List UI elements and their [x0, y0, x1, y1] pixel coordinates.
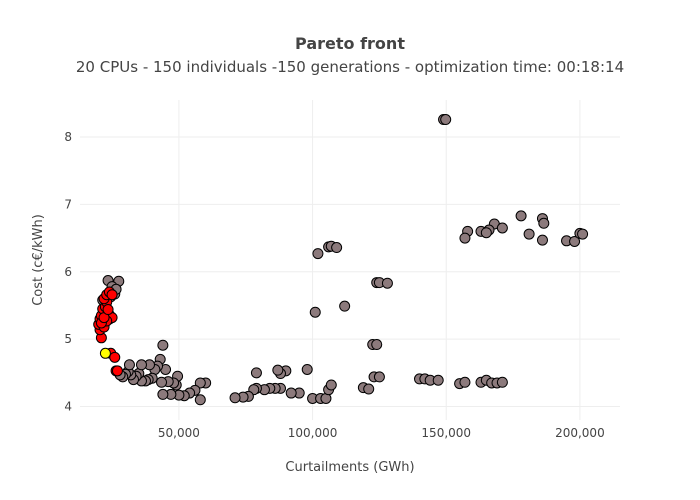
data-point-series-1: [459, 232, 471, 244]
data-point-series-1: [194, 394, 206, 406]
data-point-series-1: [363, 383, 375, 395]
data-point-series-2: [106, 289, 118, 301]
y-tick-label: 5: [64, 332, 72, 346]
data-point-series-1: [496, 376, 508, 388]
x-tick-label: 50,000: [158, 426, 200, 440]
data-point-series-1: [536, 234, 548, 246]
data-point-series-2: [102, 304, 114, 316]
data-point-series-1: [339, 300, 351, 312]
data-point-series-1: [325, 379, 337, 391]
data-point-series-1: [157, 339, 169, 351]
x-tick-label: 150,000: [421, 426, 471, 440]
data-point-series-1: [272, 364, 284, 376]
data-point-series-1: [459, 376, 471, 388]
y-axis-ticks: 4 5 6 7 8: [64, 130, 72, 413]
chart-subtitle: 20 CPUs - 150 individuals -150 generatio…: [76, 58, 624, 76]
y-tick-label: 6: [64, 265, 72, 279]
data-point-series-1: [577, 228, 589, 240]
data-point-series-1: [229, 392, 241, 404]
data-point-series-1: [569, 235, 581, 247]
data-point-series-1: [157, 388, 169, 400]
data-point-series-1: [515, 210, 527, 222]
data-point-series-1: [381, 277, 393, 289]
x-axis-ticks: 50,000 100,000 150,000 200,000: [158, 426, 605, 440]
data-point-series-1: [250, 367, 262, 379]
x-tick-label: 200,000: [555, 426, 605, 440]
data-point-series-3: [99, 347, 111, 359]
data-point-series-1: [373, 371, 385, 383]
data-point-series-1: [309, 306, 321, 318]
data-point-series-2: [109, 351, 121, 363]
data-point-series-1: [538, 217, 550, 229]
data-point-series-1: [432, 374, 444, 386]
data-points: [93, 114, 589, 406]
y-tick-label: 4: [64, 400, 72, 414]
data-point-series-1: [331, 242, 343, 254]
data-point-series-1: [156, 376, 168, 388]
data-point-series-1: [194, 377, 206, 389]
data-point-series-1: [285, 387, 297, 399]
y-tick-label: 7: [64, 197, 72, 211]
data-point-series-1: [480, 227, 492, 239]
data-point-series-1: [440, 114, 452, 126]
data-point-series-1: [123, 359, 135, 371]
x-axis-label: Curtailments (GWh): [285, 460, 414, 475]
data-point-series-1: [371, 339, 383, 351]
data-point-series-2: [111, 365, 123, 377]
data-point-series-1: [523, 228, 535, 240]
data-point-series-1: [301, 363, 313, 375]
data-point-series-1: [312, 248, 324, 260]
data-point-series-1: [496, 222, 508, 234]
y-axis-label: Cost (c€/kWh): [31, 214, 46, 306]
x-tick-label: 100,000: [288, 426, 338, 440]
data-point-series-1: [135, 359, 147, 371]
chart-title: Pareto front: [295, 34, 405, 53]
grid-lines: [80, 100, 620, 420]
y-tick-label: 8: [64, 130, 72, 144]
